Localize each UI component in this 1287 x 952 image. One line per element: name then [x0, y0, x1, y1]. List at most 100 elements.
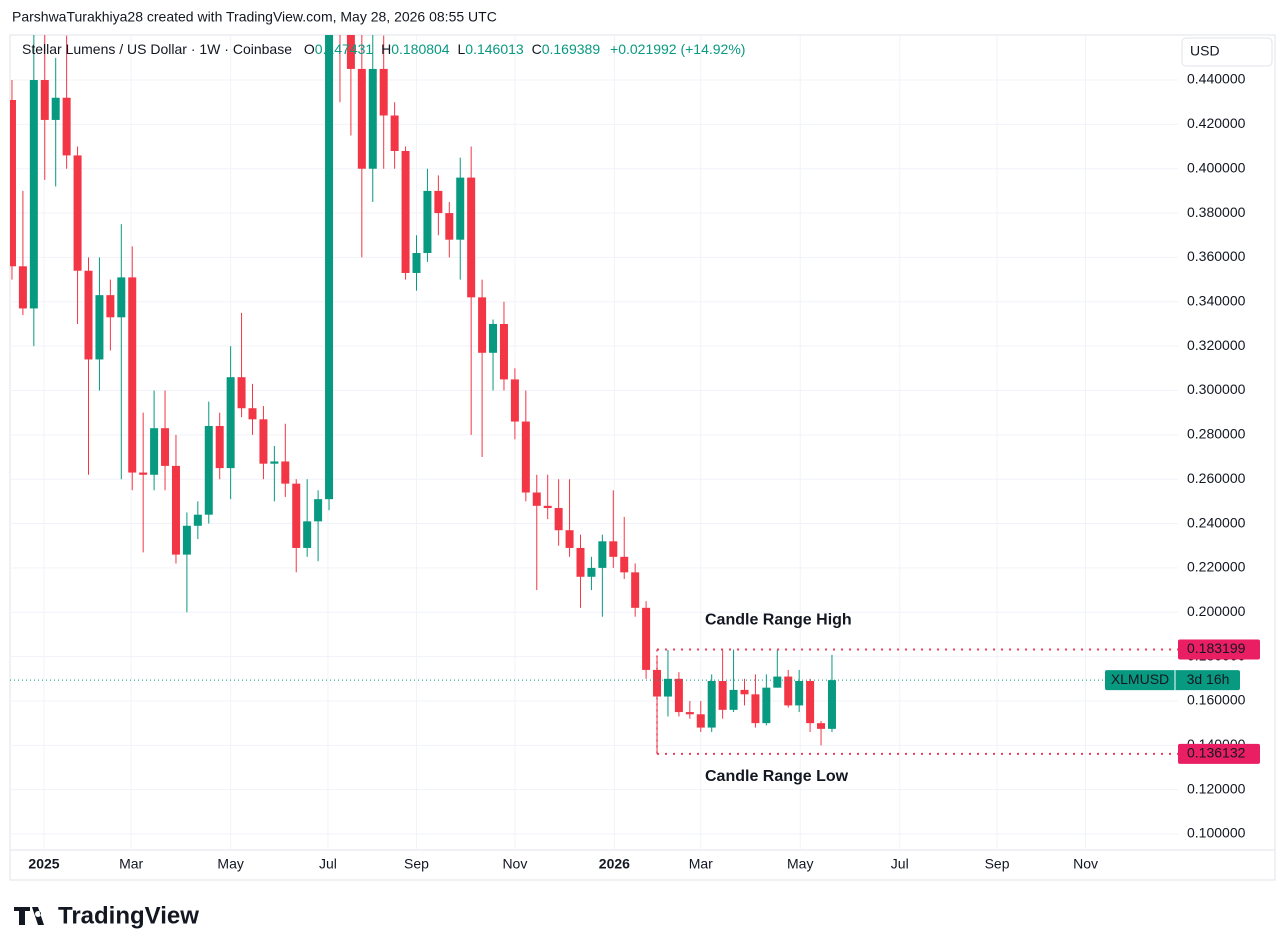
candle-body	[171, 465, 180, 555]
candle-body	[707, 681, 716, 728]
candle-body	[576, 547, 585, 577]
candle-body	[281, 461, 290, 484]
countdown: 3d 16h	[1187, 671, 1230, 687]
candle-body	[303, 521, 312, 548]
candle-body	[292, 483, 301, 548]
candle-body	[609, 541, 618, 557]
candles	[10, 35, 836, 754]
candle-body	[663, 678, 672, 697]
ohlc-value: 0.146013	[465, 41, 524, 57]
candle-body	[10, 99, 16, 267]
candle-body	[773, 676, 782, 688]
candle-body	[478, 297, 487, 353]
range-value: 0.136132	[1187, 745, 1246, 761]
candle-body	[740, 689, 749, 695]
candle-body	[653, 669, 662, 697]
candle-body	[751, 694, 760, 724]
credit: ParshwaTurakhiya28 created with TradingV…	[12, 9, 497, 25]
y-tick-label: 0.360000	[1187, 248, 1246, 264]
range-value: 0.183199	[1187, 640, 1246, 656]
y-tick-label: 0.160000	[1187, 692, 1246, 708]
ohlc-label: C	[532, 41, 542, 57]
candle-body	[499, 323, 508, 380]
candle-body	[565, 530, 574, 548]
candle-body	[314, 499, 323, 522]
range-badge	[1178, 639, 1260, 660]
candle-body	[412, 252, 421, 273]
y-tick-label: 0.300000	[1187, 381, 1246, 397]
y-tick-label: 0.420000	[1187, 115, 1246, 131]
candle-body	[248, 408, 257, 420]
candle-body	[379, 68, 388, 116]
candle-body	[51, 97, 60, 120]
x-tick-label: Jul	[319, 856, 337, 872]
candle-body	[489, 323, 498, 353]
candle-body	[193, 514, 202, 526]
candle-body	[106, 295, 115, 318]
change: +0.021992 (+14.92%)	[610, 41, 745, 57]
x-tick-label: May	[787, 856, 813, 872]
candle-body	[73, 155, 82, 271]
candle-body	[270, 461, 279, 464]
symbol-title: Stellar Lumens / US Dollar · 1W · Coinba…	[22, 41, 292, 57]
frame	[9, 34, 1276, 881]
candle-body	[434, 190, 443, 214]
candle-body	[357, 68, 366, 169]
candle-body	[182, 525, 191, 555]
x-tick-label: Sep	[985, 856, 1010, 872]
candle-body	[161, 428, 170, 466]
candle-body	[598, 541, 607, 568]
range-text: Candle Range High	[705, 612, 852, 629]
symbol-badge: XLMUSD	[1111, 671, 1169, 687]
candle-body	[204, 425, 213, 515]
range-text: Candle Range Low	[705, 768, 849, 785]
candle-body	[620, 556, 629, 573]
candle-body	[784, 676, 793, 706]
candle-body	[390, 115, 399, 151]
candle-body	[817, 723, 826, 729]
y-tick-label: 0.220000	[1187, 559, 1246, 575]
overlay: 0.1000000.1200000.1400000.1600000.180000…	[10, 71, 1260, 872]
candle-body	[259, 419, 268, 464]
y-tick-label: 0.240000	[1187, 514, 1246, 530]
candle-body	[237, 377, 246, 409]
ohlc-label: O	[304, 41, 315, 57]
ohlc-label: H	[381, 41, 391, 57]
y-tick-label: 0.120000	[1187, 780, 1246, 796]
candle-body	[543, 505, 552, 509]
x-tick-label: 2025	[28, 856, 59, 872]
candle-body	[827, 680, 836, 729]
candle-body	[18, 266, 27, 309]
candle-body	[128, 277, 137, 473]
candle-body	[226, 377, 235, 469]
y-tick-label: 0.340000	[1187, 292, 1246, 308]
candle-body	[346, 35, 355, 69]
x-tick-label: Nov	[502, 856, 527, 872]
x-tick-label: 2026	[599, 856, 630, 872]
y-tick-label: 0.380000	[1187, 204, 1246, 220]
candle-body	[467, 177, 476, 298]
ohlc-value: 0.147431	[315, 41, 374, 57]
candle-body	[456, 177, 465, 240]
brand: TradingView	[58, 902, 199, 929]
candle-body	[215, 425, 224, 469]
currency-button[interactable]	[1181, 37, 1273, 67]
ohlc-label: L	[458, 41, 466, 57]
candle-body	[62, 97, 71, 156]
candle-body	[718, 681, 727, 710]
candle-body	[117, 277, 126, 318]
candle-body	[150, 428, 159, 475]
candle-body	[95, 295, 104, 360]
candle-body	[84, 270, 93, 360]
y-tick-label: 0.260000	[1187, 470, 1246, 486]
candle-body	[532, 492, 541, 506]
candle-body	[423, 190, 432, 253]
range-badge	[1178, 743, 1260, 764]
currency[interactable]: USD	[1190, 43, 1220, 59]
candle-body	[368, 68, 377, 169]
y-tick-label: 0.320000	[1187, 337, 1246, 353]
legend: Stellar Lumens / US Dollar · 1W · Coinba…	[22, 41, 745, 57]
candle-body	[642, 607, 651, 670]
ohlc-value: 0.180804	[391, 41, 450, 57]
